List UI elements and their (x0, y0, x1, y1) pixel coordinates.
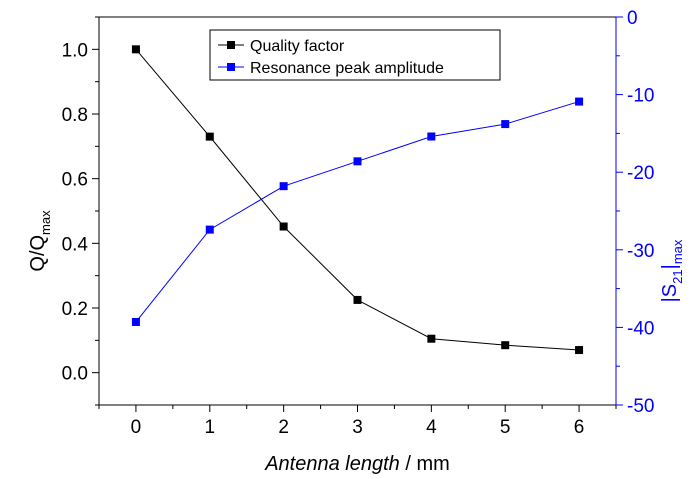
legend: Quality factor Resonance peak amplitude (209, 29, 501, 81)
y2-axis-title-bar: | (659, 264, 681, 269)
axes-layer: 0 1 2 3 4 5 6 0.0 0.2 0.4 0.6 0.8 1.0 0 -10 -20 -30 -40 -5… (62, 8, 655, 438)
data-point-series-2 (575, 97, 584, 106)
x-axis-title-italic: Antenna length (264, 453, 400, 475)
data-point-series-2 (279, 182, 288, 191)
data-point-series-1 (279, 222, 288, 231)
y2-tick-label: -50 (627, 396, 654, 417)
y-axis-title-main: Q/Q (27, 235, 49, 272)
y2-tick-label: 0 (627, 8, 638, 29)
data-point-series-2 (205, 225, 214, 234)
legend-marker-1 (227, 41, 235, 49)
y2-tick-label: -30 (627, 241, 654, 262)
legend-marker-2 (227, 63, 235, 71)
x-tick-label: 1 (204, 417, 215, 438)
x-tick-label: 3 (352, 417, 363, 438)
x-tick-label: 4 (426, 417, 437, 438)
data-point-series-1 (427, 334, 436, 343)
series-layer (131, 45, 584, 355)
series-line-1 (135, 49, 580, 351)
y-tick-label: 0.0 (62, 364, 88, 385)
y2-tick-label: -10 (627, 86, 654, 107)
legend-label-1: Quality factor (250, 38, 345, 55)
legend-label-2: Resonance peak amplitude (250, 60, 444, 77)
y-tick-label: 0.8 (62, 105, 88, 126)
y-tick-label: 0.4 (62, 234, 89, 255)
data-point-series-1 (205, 132, 214, 141)
y2-axis-title: |S21|max (659, 239, 685, 302)
data-point-series-1 (501, 341, 510, 350)
y-axis-title-sub: max (38, 210, 53, 235)
y-tick-label: 1.0 (62, 40, 88, 61)
axis-titles: Antenna length / mmQ/Qmax|S21|max (27, 210, 685, 475)
data-point-series-2 (501, 120, 510, 129)
data-point-series-2 (427, 132, 436, 141)
x-axis-title-unit: / mm (400, 453, 450, 475)
y-tick-label: 0.2 (62, 299, 88, 320)
y2-tick-label: -20 (627, 163, 654, 184)
series-line-2 (135, 101, 580, 323)
data-point-series-1 (353, 295, 362, 304)
data-point-series-2 (353, 157, 362, 166)
x-tick-label: 0 (131, 417, 142, 438)
legend-box (209, 29, 501, 81)
x-tick-label: 2 (278, 417, 289, 438)
data-point-series-1 (575, 346, 584, 355)
y2-axis-title-sub2: max (670, 239, 685, 264)
x-tick-label: 6 (574, 417, 585, 438)
y-tick-label: 0.6 (62, 170, 88, 191)
data-point-series-2 (131, 317, 140, 326)
y2-axis-title-sub: 21 (670, 269, 685, 283)
x-tick-label: 5 (500, 417, 511, 438)
y2-axis-title-main: |S (659, 284, 681, 303)
y-axis-title: Q/Qmax (27, 210, 53, 272)
y2-tick-label: -40 (627, 318, 654, 339)
x-axis-title: Antenna length / mm (264, 453, 450, 475)
data-point-series-1 (131, 45, 140, 54)
